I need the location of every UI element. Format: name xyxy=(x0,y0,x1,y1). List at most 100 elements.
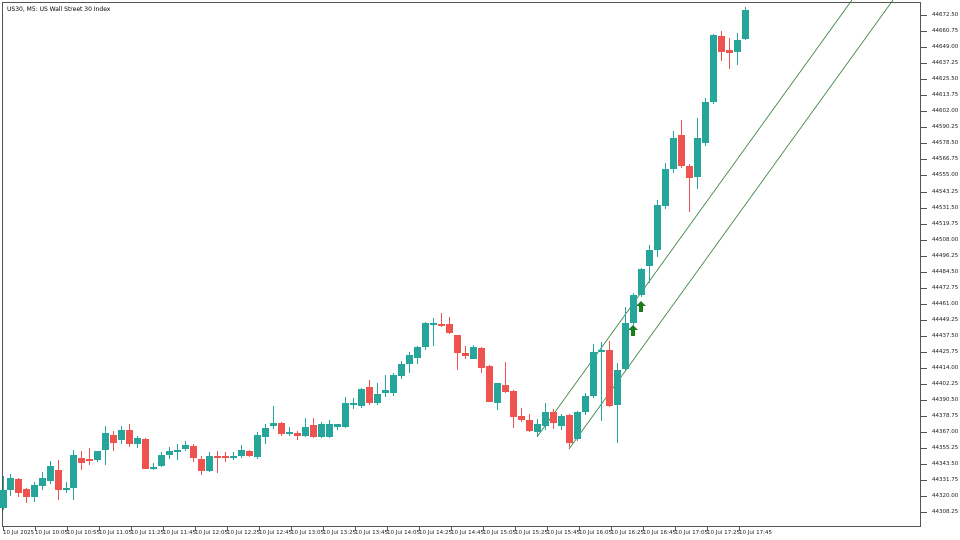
candle-body xyxy=(254,435,261,457)
candle-body xyxy=(278,423,285,434)
price-tick xyxy=(921,272,927,273)
candle-body xyxy=(550,412,557,423)
candle-body xyxy=(526,420,533,431)
price-label: 44625.50 xyxy=(932,76,959,82)
time-tick xyxy=(707,527,708,531)
candle-body xyxy=(150,467,157,469)
candle-body xyxy=(582,396,589,412)
candle-body xyxy=(318,424,325,437)
time-label: 10 Jul 14:05 xyxy=(387,530,420,536)
time-label: 10 Jul 2025 xyxy=(3,530,35,536)
candle-body xyxy=(270,423,277,426)
time-tick xyxy=(67,527,68,531)
candle-body xyxy=(382,390,389,393)
candle-wick xyxy=(337,424,338,430)
time-tick xyxy=(35,527,36,531)
time-tick xyxy=(579,527,580,531)
candle-body xyxy=(398,364,405,376)
price-label: 44613.75 xyxy=(932,92,959,98)
time-tick xyxy=(515,527,516,531)
price-tick xyxy=(921,224,927,225)
time-label: 10 Jul 15:25 xyxy=(515,530,548,536)
candle-body xyxy=(190,446,197,458)
candle-body xyxy=(39,478,46,486)
candle-wick xyxy=(153,463,154,470)
candle-wick xyxy=(729,38,730,69)
candle-body xyxy=(734,40,741,52)
candle-body xyxy=(31,485,38,497)
candle-body xyxy=(294,433,301,436)
candle-body xyxy=(518,416,525,420)
candle-body xyxy=(414,347,421,358)
price-label: 44660.75 xyxy=(932,28,959,34)
candle-wick xyxy=(66,482,67,493)
candle-body xyxy=(574,412,581,439)
channel-line[interactable] xyxy=(536,0,853,438)
candle-body xyxy=(430,323,437,325)
time-tick xyxy=(547,527,548,531)
time-label: 10 Jul 15:45 xyxy=(547,530,580,536)
candle-body xyxy=(438,324,445,326)
price-tick xyxy=(921,95,927,96)
time-tick xyxy=(355,527,356,531)
price-tick xyxy=(921,288,927,289)
price-tick xyxy=(921,63,927,64)
candle-body xyxy=(566,415,573,443)
price-tick xyxy=(921,143,927,144)
candle-body xyxy=(742,10,749,39)
time-label: 10 Jul 17:25 xyxy=(707,530,740,536)
time-label: 10 Jul 13:05 xyxy=(291,530,324,536)
time-label: 10 Jul 14:25 xyxy=(419,530,452,536)
price-tick xyxy=(921,400,927,401)
candle-wick xyxy=(273,406,274,429)
candle-body xyxy=(558,416,565,426)
price-tick xyxy=(921,127,927,128)
time-label: 10 Jul 10:05 xyxy=(35,530,68,536)
time-label: 10 Jul 17:05 xyxy=(675,530,708,536)
time-label: 10 Jul 16:45 xyxy=(643,530,676,536)
time-label: 10 Jul 13:45 xyxy=(355,530,388,536)
candle-body xyxy=(510,391,517,417)
time-tick xyxy=(195,527,196,531)
chart-title: US30, M5: US Wall Street 30 Index xyxy=(7,6,111,13)
candle-body xyxy=(246,451,253,456)
price-tick xyxy=(921,31,927,32)
candle-body xyxy=(534,424,541,432)
price-tick xyxy=(921,432,927,433)
time-label: 10 Jul 16:05 xyxy=(579,530,612,536)
price-label: 44425.75 xyxy=(932,349,959,355)
candle-body xyxy=(654,205,661,250)
price-label: 44355.25 xyxy=(932,445,959,451)
candle-body xyxy=(710,35,717,102)
time-tick xyxy=(419,527,420,531)
price-tick xyxy=(921,480,927,481)
candle-wick xyxy=(433,318,434,346)
channel-line[interactable] xyxy=(568,0,894,450)
price-label: 44566.75 xyxy=(932,156,959,162)
time-tick xyxy=(227,527,228,531)
candle-body xyxy=(630,295,637,323)
buy-arrow-icon xyxy=(628,325,638,336)
chart-plot-area[interactable]: US30, M5: US Wall Street 30 Index xyxy=(2,2,921,527)
candle-body xyxy=(462,353,469,356)
price-tick xyxy=(921,111,927,112)
price-tick xyxy=(921,192,927,193)
price-label: 44449.25 xyxy=(932,317,959,323)
buy-arrow-icon xyxy=(636,301,646,312)
candle-body xyxy=(342,403,349,427)
price-tick xyxy=(921,352,927,353)
candle-body xyxy=(326,424,333,437)
candle-body xyxy=(374,394,381,403)
price-tick xyxy=(921,368,927,369)
price-label: 44390.50 xyxy=(932,397,959,403)
candle-body xyxy=(638,269,645,295)
candle-body xyxy=(302,427,309,436)
price-tick xyxy=(921,384,927,385)
price-label: 44649.00 xyxy=(932,44,959,50)
time-tick xyxy=(131,527,132,531)
price-label: 44602.00 xyxy=(932,108,959,114)
price-label: 44590.25 xyxy=(932,124,959,130)
price-label: 44461.00 xyxy=(932,301,959,307)
price-tick xyxy=(921,512,927,513)
candle-body xyxy=(142,439,149,469)
